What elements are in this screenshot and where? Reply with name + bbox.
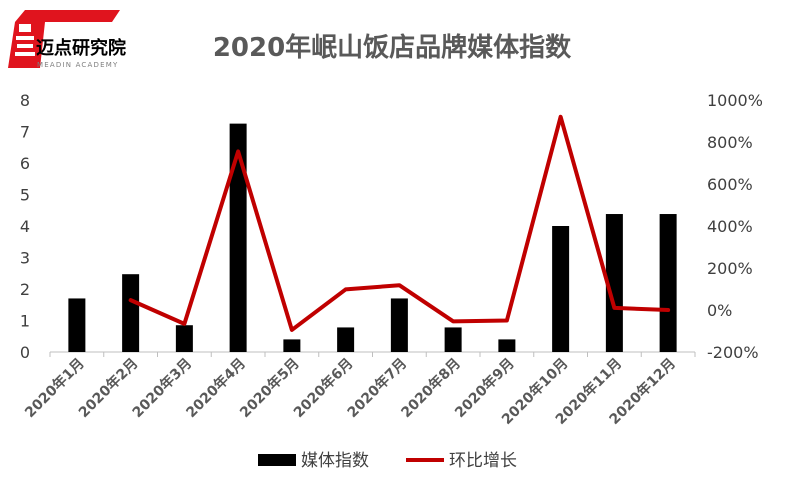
bar [605, 214, 623, 352]
bar [175, 325, 193, 352]
y-right-tick-label: 200% [707, 259, 753, 278]
line-path [128, 114, 671, 332]
bar [498, 339, 516, 352]
legend-line-label: 环比增长 [449, 451, 517, 471]
y-left-tick-label: 3 [20, 249, 30, 268]
x-tick-labels: 2020年1月2020年2月2020年3月2020年4月2020年5月2020年… [21, 355, 679, 428]
bar [68, 298, 86, 352]
legend: 媒体指数 环比增长 [258, 451, 517, 471]
bar [337, 327, 355, 352]
y-right-tick-label: 1000% [707, 91, 763, 110]
logo-subtitle: MEADIN ACADEMY [37, 61, 118, 69]
y-left-tick-label: 0 [20, 343, 30, 362]
logo: 迈点研究院 MEADIN ACADEMY [8, 10, 126, 69]
lighthouse-logo-icon [8, 10, 120, 68]
y-left-tick-label: 4 [20, 217, 30, 236]
y-right-tick-label: 0% [707, 301, 732, 320]
bar-series [68, 123, 677, 352]
bar [229, 123, 247, 352]
axes: 0 1 2 3 4 5 6 7 8 -200% 0% 200% 400% 600% 800% 1000% [20, 91, 763, 362]
y-left-tick-label: 2 [20, 280, 30, 299]
bar [552, 226, 570, 352]
bar [444, 327, 462, 352]
y-left-tick-label: 1 [20, 312, 30, 331]
y-right-tick-label: 600% [707, 175, 753, 194]
bar [122, 274, 140, 352]
legend-bar-label: 媒体指数 [301, 451, 369, 471]
y-left-tick-label: 8 [20, 91, 30, 110]
logo-name: 迈点研究院 [36, 37, 126, 59]
legend-bar-swatch [258, 454, 296, 466]
y-right-tick-label: -200% [707, 343, 759, 362]
y-right-tick-label: 800% [707, 133, 753, 152]
bar [283, 339, 301, 352]
y-left-tick-label: 7 [20, 123, 30, 142]
y-left-tick-label: 5 [20, 186, 30, 205]
line-series [128, 114, 671, 332]
y-right-tick-label: 400% [707, 217, 753, 236]
chart-title: 2020年岷山饭店品牌媒体指数 [213, 32, 572, 63]
bar [390, 298, 408, 352]
y-left-tick-label: 6 [20, 154, 30, 173]
bar [659, 214, 677, 352]
